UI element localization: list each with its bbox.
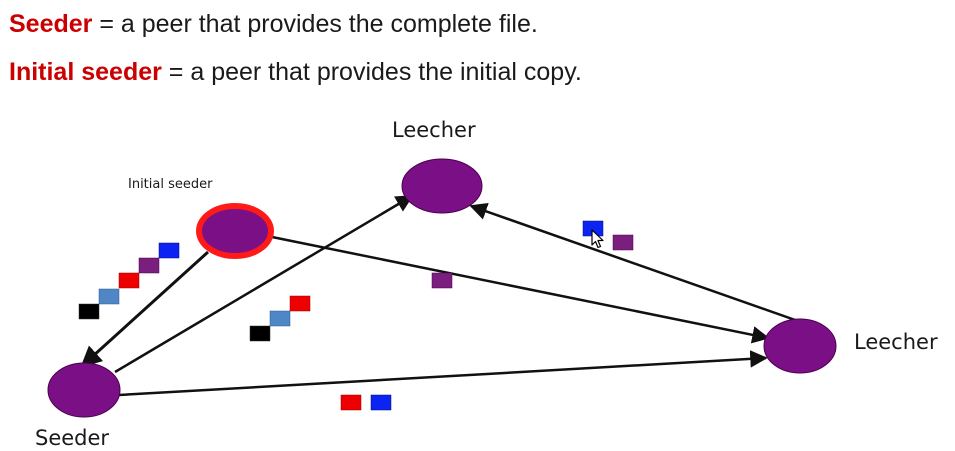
arrow-leecher-right-to-leecher-top <box>471 206 798 321</box>
piece-steelblue <box>270 311 290 326</box>
initial-seeder-label: Initial seeder <box>128 177 212 192</box>
seeder-label: Seeder <box>35 426 109 450</box>
leecher-top-label: Leecher <box>392 118 476 142</box>
leecher-top-node <box>402 159 482 213</box>
arrow-initial-seeder-to-leecher-right <box>272 237 768 338</box>
piece-purple <box>139 258 159 273</box>
piece-purple <box>432 273 452 288</box>
piece-red <box>341 395 361 410</box>
piece-blue <box>371 395 391 410</box>
piece-purple <box>613 235 633 250</box>
piece-black <box>79 304 99 319</box>
piece-black <box>250 326 270 341</box>
leecher-right-label: Leecher <box>854 330 938 354</box>
arrow-seeder-to-leecher-right <box>119 358 766 395</box>
seeder-node <box>48 363 120 417</box>
piece-red <box>119 273 139 288</box>
initial-seeder-node <box>199 206 271 256</box>
leecher-right-node <box>764 319 836 373</box>
piece-steelblue <box>99 289 119 304</box>
piece-red <box>290 296 310 311</box>
piece-blue <box>159 243 179 258</box>
mouse-pointer-icon <box>591 229 605 249</box>
